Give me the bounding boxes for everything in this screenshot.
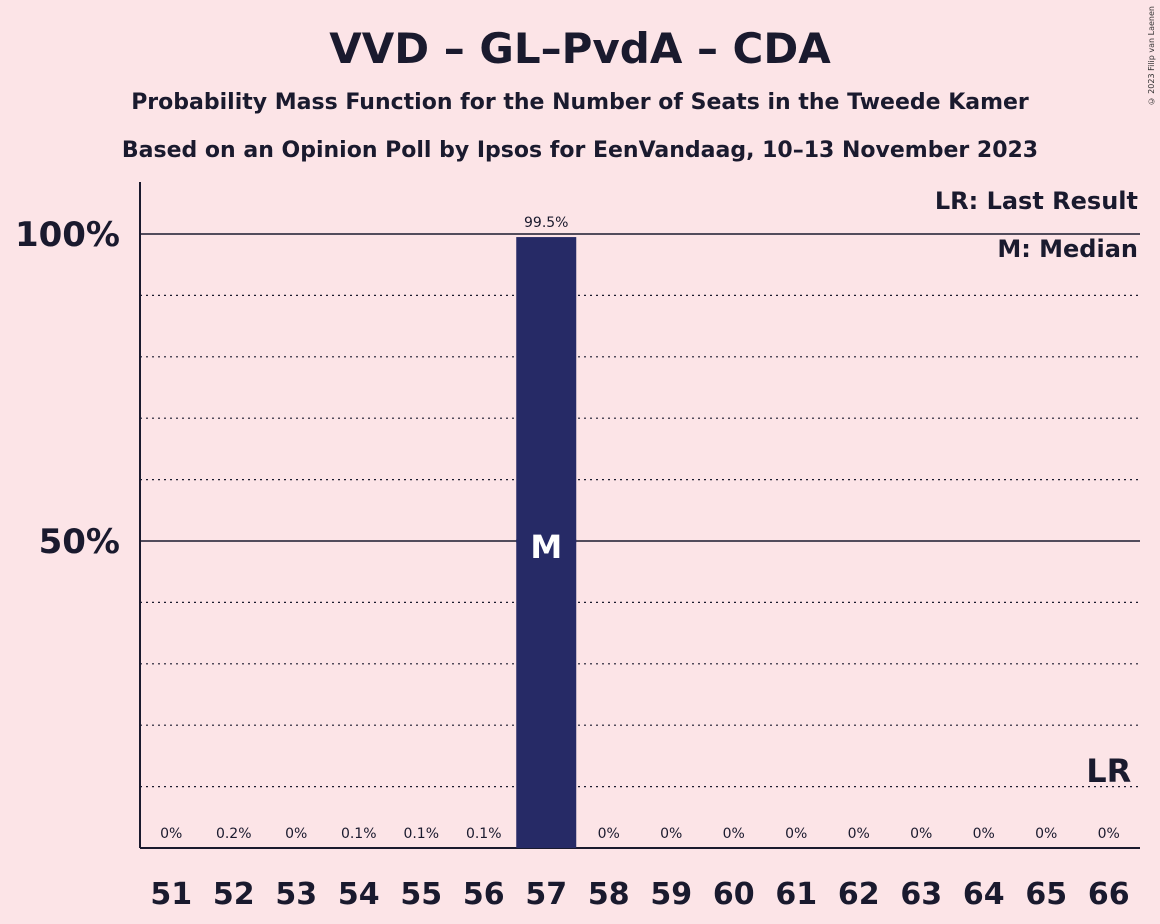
legend-last-result: LR: Last Result (935, 187, 1138, 215)
value-label: 0.1% (466, 826, 502, 842)
value-label: 0% (285, 826, 307, 842)
bar (516, 237, 577, 848)
median-marker: M (530, 528, 562, 566)
value-label: 0.2% (216, 826, 252, 842)
x-tick-label: 61 (775, 877, 817, 912)
value-label: 0% (973, 826, 995, 842)
x-tick-label: 56 (463, 877, 505, 912)
value-label: 0% (848, 826, 870, 842)
chart-source: Based on an Opinion Poll by Ipsos for Ee… (121, 138, 1039, 163)
x-tick-label: 63 (900, 877, 942, 912)
legend-median: M: Median (997, 235, 1138, 263)
x-tick-label: 58 (588, 877, 630, 912)
value-label: 0% (1098, 826, 1120, 842)
value-label: 0.1% (403, 826, 439, 842)
x-tick-label: 59 (650, 877, 692, 912)
x-tick-label: 53 (275, 877, 317, 912)
x-tick-label: 51 (150, 877, 192, 912)
x-tick-label: 65 (1025, 877, 1067, 912)
x-tick-label: 64 (963, 877, 1005, 912)
y-tick-label: 50% (39, 522, 120, 562)
x-tick-label: 57 (525, 877, 567, 912)
y-tick-label: 100% (15, 215, 120, 255)
chart-subtitle: Probability Mass Function for the Number… (131, 90, 1029, 115)
value-label: 0% (910, 826, 932, 842)
value-label: 99.5% (524, 215, 568, 231)
x-tick-label: 62 (838, 877, 880, 912)
value-label: 0% (785, 826, 807, 842)
x-tick-label: 60 (713, 877, 755, 912)
x-tick-label: 54 (338, 877, 380, 912)
x-tick-label: 52 (213, 877, 255, 912)
x-tick-label: 66 (1088, 877, 1130, 912)
value-label: 0% (660, 826, 682, 842)
value-label: 0% (160, 826, 182, 842)
value-label: 0% (598, 826, 620, 842)
chart-title: VVD – GL–PvdA – CDA (329, 24, 831, 73)
value-label: 0.1% (341, 826, 377, 842)
last-result-marker: LR (1086, 752, 1131, 790)
x-tick-label: 55 (400, 877, 442, 912)
value-label: 0% (1035, 826, 1057, 842)
value-label: 0% (723, 826, 745, 842)
